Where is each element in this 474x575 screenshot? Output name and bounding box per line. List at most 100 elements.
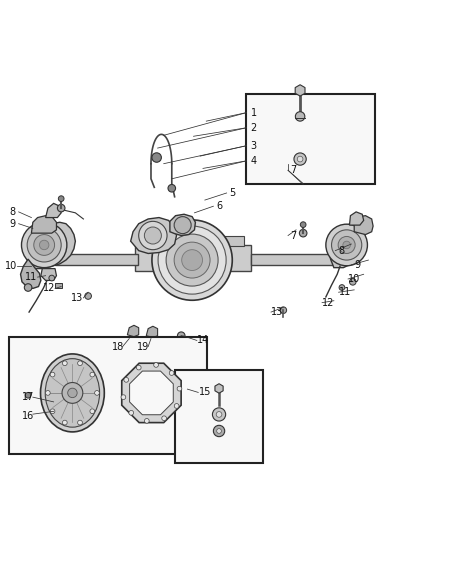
- Polygon shape: [46, 204, 61, 217]
- Polygon shape: [295, 85, 305, 96]
- Text: 5: 5: [229, 188, 236, 198]
- Circle shape: [174, 217, 191, 233]
- Circle shape: [301, 222, 306, 228]
- Circle shape: [297, 156, 303, 162]
- Circle shape: [174, 242, 210, 278]
- Circle shape: [46, 390, 50, 395]
- Circle shape: [63, 420, 67, 425]
- Circle shape: [57, 204, 65, 212]
- Circle shape: [62, 382, 83, 403]
- Circle shape: [162, 416, 166, 421]
- Circle shape: [168, 185, 175, 192]
- Circle shape: [121, 395, 126, 400]
- Circle shape: [129, 411, 134, 415]
- Text: 2: 2: [250, 122, 256, 133]
- Circle shape: [49, 275, 55, 281]
- Polygon shape: [129, 371, 173, 415]
- Text: 6: 6: [216, 201, 222, 211]
- Circle shape: [177, 332, 185, 339]
- Text: 9: 9: [355, 260, 361, 270]
- Circle shape: [166, 234, 218, 286]
- Bar: [251, 254, 334, 265]
- Text: 19: 19: [137, 342, 150, 351]
- Circle shape: [174, 404, 179, 408]
- Circle shape: [182, 250, 202, 270]
- Circle shape: [95, 390, 100, 395]
- Polygon shape: [131, 217, 176, 254]
- Text: 14: 14: [197, 335, 209, 346]
- Polygon shape: [349, 212, 364, 225]
- Polygon shape: [122, 363, 181, 423]
- Bar: [55, 254, 138, 265]
- Polygon shape: [20, 259, 41, 289]
- Circle shape: [50, 372, 55, 377]
- Polygon shape: [41, 269, 56, 281]
- Circle shape: [85, 293, 91, 300]
- Text: 10: 10: [5, 261, 17, 271]
- Circle shape: [331, 230, 362, 260]
- Text: 9: 9: [9, 218, 16, 229]
- Polygon shape: [31, 216, 56, 233]
- Circle shape: [21, 223, 67, 267]
- Circle shape: [139, 221, 167, 250]
- Bar: [136, 245, 251, 271]
- Circle shape: [63, 361, 67, 366]
- Circle shape: [34, 235, 55, 255]
- Circle shape: [212, 408, 226, 421]
- Text: 8: 8: [338, 246, 344, 256]
- Polygon shape: [329, 224, 365, 267]
- Bar: [246, 94, 375, 185]
- Circle shape: [169, 371, 174, 375]
- Circle shape: [295, 112, 305, 121]
- Circle shape: [24, 283, 32, 292]
- Text: 12: 12: [43, 283, 55, 293]
- Text: 7: 7: [291, 165, 297, 175]
- Circle shape: [177, 386, 182, 391]
- Circle shape: [343, 241, 350, 249]
- Text: 7: 7: [291, 231, 297, 240]
- Text: 3: 3: [250, 141, 256, 151]
- Circle shape: [152, 153, 161, 162]
- Circle shape: [27, 228, 61, 262]
- Polygon shape: [128, 325, 139, 336]
- Circle shape: [39, 240, 49, 250]
- Circle shape: [78, 361, 82, 366]
- Text: 8: 8: [9, 207, 16, 217]
- Circle shape: [78, 420, 82, 425]
- Bar: [9, 336, 207, 454]
- Circle shape: [339, 285, 345, 290]
- Text: 18: 18: [112, 342, 124, 351]
- Circle shape: [90, 409, 95, 413]
- Circle shape: [58, 196, 64, 201]
- Polygon shape: [146, 326, 157, 338]
- Text: 10: 10: [348, 274, 360, 284]
- Text: 13: 13: [71, 293, 83, 303]
- Circle shape: [216, 412, 222, 417]
- Circle shape: [152, 220, 232, 300]
- Circle shape: [50, 409, 55, 413]
- Circle shape: [25, 392, 31, 398]
- Bar: [143, 236, 244, 246]
- Circle shape: [154, 363, 158, 367]
- Circle shape: [137, 365, 141, 370]
- Circle shape: [158, 226, 226, 294]
- Text: 4: 4: [250, 156, 256, 166]
- Text: 12: 12: [322, 298, 334, 308]
- Text: 13: 13: [271, 307, 283, 317]
- Circle shape: [68, 388, 77, 398]
- Polygon shape: [27, 223, 75, 269]
- Circle shape: [217, 428, 221, 434]
- Text: 17: 17: [22, 392, 34, 402]
- Circle shape: [349, 278, 356, 285]
- Circle shape: [300, 229, 307, 237]
- Circle shape: [294, 153, 306, 165]
- Polygon shape: [354, 216, 373, 235]
- Circle shape: [213, 426, 225, 436]
- Bar: [174, 370, 264, 463]
- Circle shape: [124, 378, 128, 382]
- Polygon shape: [170, 214, 195, 236]
- Circle shape: [326, 224, 367, 266]
- Circle shape: [145, 419, 149, 423]
- Circle shape: [90, 372, 95, 377]
- Text: 1: 1: [250, 108, 256, 118]
